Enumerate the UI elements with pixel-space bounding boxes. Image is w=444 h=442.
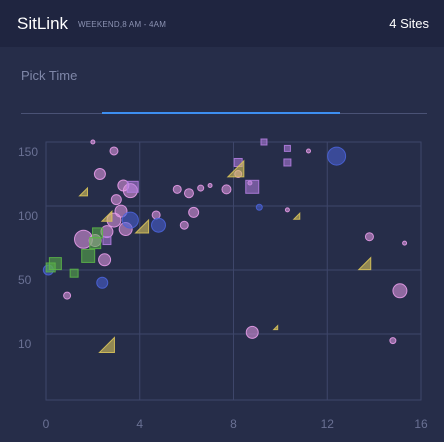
data-point: [284, 207, 290, 213]
data-point: [81, 248, 96, 263]
data-point: [98, 253, 112, 267]
y-tick-label: 150: [18, 145, 38, 159]
app-header: SitLink WEEKEND,8 AM - 4AM 4 Sites: [0, 0, 444, 47]
site-count[interactable]: 4 Sites: [389, 16, 429, 31]
data-point: [45, 262, 56, 273]
data-point: [260, 138, 268, 146]
y-tick-label: 10: [18, 337, 32, 351]
data-point: [188, 206, 200, 218]
x-tick-label: 8: [230, 417, 237, 431]
data-point: [93, 168, 106, 180]
data-point: [392, 283, 408, 299]
data-point: [121, 211, 139, 229]
data-point: [357, 256, 372, 271]
data-point: [283, 158, 292, 167]
data-point: [151, 217, 166, 233]
data-point: [92, 227, 104, 239]
data-point: [306, 148, 311, 154]
data-point: [364, 232, 374, 242]
data-point: [63, 291, 72, 300]
data-point: [96, 276, 109, 289]
data-point: [110, 194, 122, 206]
app-title: SitLink: [17, 14, 69, 33]
x-tick-label: 16: [414, 417, 428, 431]
data-point: [98, 336, 115, 353]
data-point: [221, 184, 232, 195]
x-tick-label: 0: [43, 417, 50, 431]
data-point: [78, 186, 88, 197]
data-point: [207, 183, 213, 189]
data-point: [272, 324, 279, 331]
data-point: [283, 144, 291, 152]
data-point: [292, 212, 301, 220]
pick-time-label: Pick Time: [21, 68, 78, 83]
data-point: [179, 220, 189, 230]
data-point: [245, 179, 260, 194]
data-point: [226, 159, 245, 178]
data-point: [69, 268, 79, 278]
data-point: [255, 203, 263, 211]
data-point: [102, 236, 112, 246]
data-point: [245, 325, 259, 339]
data-point: [90, 139, 96, 145]
time-range-slider[interactable]: [21, 112, 427, 114]
y-tick-label: 50: [18, 273, 32, 287]
data-point: [327, 146, 347, 166]
data-point: [402, 240, 408, 246]
data-point: [389, 337, 397, 345]
x-tick-label: 12: [321, 417, 335, 431]
data-point: [89, 237, 102, 250]
time-range-subtitle: WEEKEND,8 AM - 4AM: [78, 20, 167, 29]
y-tick-label: 100: [18, 209, 38, 223]
data-point: [183, 188, 194, 199]
data-point: [197, 184, 205, 192]
x-tick-label: 4: [136, 417, 143, 431]
data-point: [172, 184, 182, 194]
data-point: [126, 180, 139, 193]
time-range-selection[interactable]: [102, 112, 340, 114]
data-point: [109, 146, 119, 156]
data-point: [134, 218, 150, 234]
data-point: [100, 210, 113, 222]
